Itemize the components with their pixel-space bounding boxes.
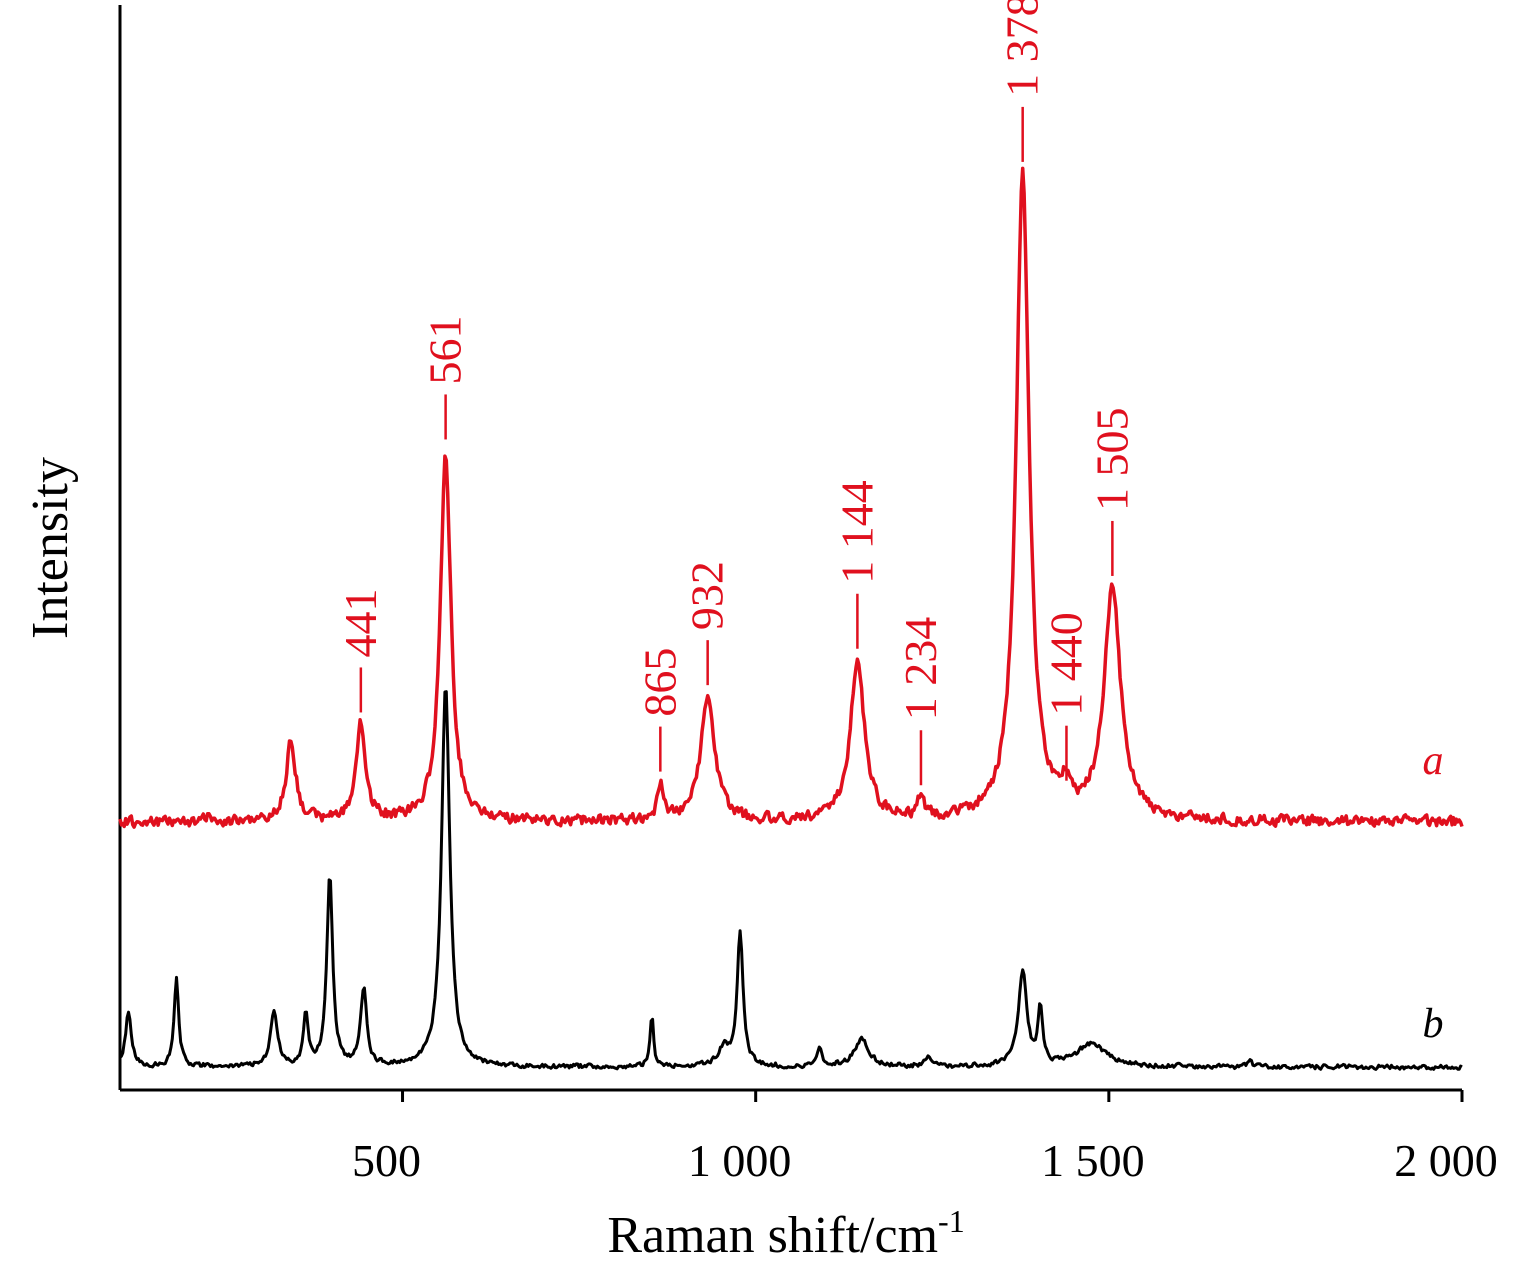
x-axis-title-main: Raman shift/cm [607,1207,938,1264]
peak-label-865: 865 [634,648,685,717]
x-tick-label: 500 [352,1135,421,1186]
series-b-line [119,690,1463,1071]
peak-label-441: 441 [335,588,386,657]
series-label-a: a [1423,738,1444,784]
peak-label-1505: 1 505 [1086,407,1137,511]
x-axis-title: Raman shift/cm-1 [607,1203,964,1264]
peak-label-561: 561 [420,315,471,384]
x-axis-title-superscript: -1 [938,1203,965,1239]
x-tick-label: 1 500 [1041,1135,1145,1186]
spectra [118,166,1464,1071]
series-labels: ab [1423,738,1444,1047]
peak-label-1378: 1 378 [997,0,1048,97]
series-a-line [118,166,1464,829]
peak-label-932: 932 [682,561,733,630]
peak-label-1144: 1 144 [831,480,882,584]
x-tick-label: 2 000 [1394,1135,1498,1186]
x-ticks: 500 1 000 1 500 2 000 [352,1090,1498,1186]
peak-annotations: 441 561 865 932 1 144 1 234 1 378 1 440 1 505 [335,0,1137,786]
y-axis-title: Intensity [22,457,79,639]
axes [118,5,1462,1092]
peak-label-1234: 1 234 [895,617,946,721]
series-label-b: b [1423,1001,1444,1047]
x-tick-label: 1 000 [688,1135,792,1186]
peak-label-1440: 1 440 [1040,612,1091,716]
